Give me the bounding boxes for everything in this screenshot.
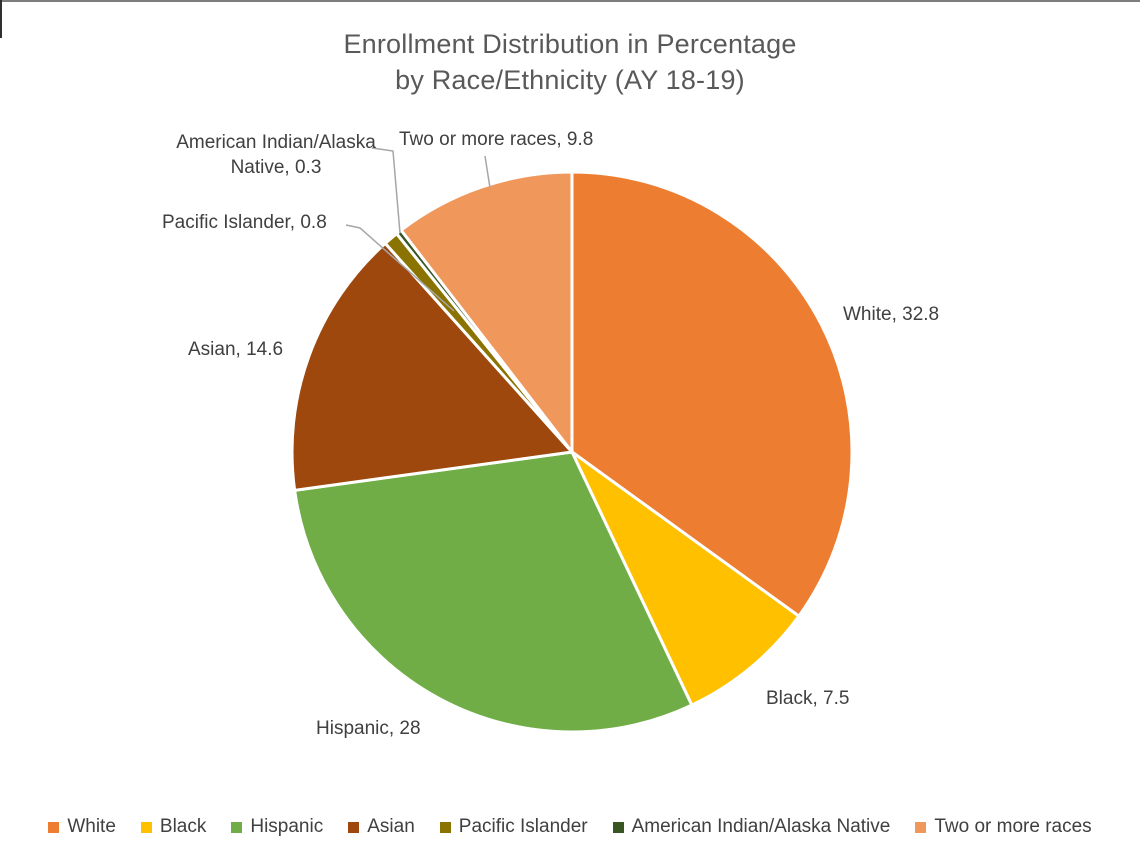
legend-label-american-indian-alaska-native: American Indian/Alaska Native — [631, 816, 891, 837]
leader-line-pacific-islander — [345, 224, 455, 312]
legend-swatch-white — [48, 821, 60, 833]
data-label-hispanic: Hispanic, 28 — [316, 718, 421, 739]
chart-title-line-2: by Race/Ethnicity (AY 18-19) — [395, 65, 745, 95]
pie-slice-white — [570, 170, 854, 619]
data-label-white: White, 32.8 — [843, 304, 940, 325]
screenshot-top-edge — [0, 0, 1140, 2]
legend-swatch-hispanic — [231, 821, 243, 833]
legend-swatch-american-indian-alaska-native — [612, 821, 624, 833]
legend-item-two-or-more-races: Two or more races — [915, 816, 1092, 838]
legend-swatch-pacific-islander — [439, 821, 451, 833]
leader-lines — [345, 147, 491, 312]
legend-item-hispanic: Hispanic — [231, 816, 323, 838]
legend-item-pacific-islander: Pacific Islander — [439, 816, 588, 838]
legend-label-black: Black — [159, 816, 207, 837]
legend-item-white: White — [48, 816, 116, 838]
data-label-american-indian-alaska-native: American Indian/Alaska Native, 0.3 — [176, 132, 376, 178]
leader-line-american-indian-alaska-native — [371, 147, 401, 234]
legend-item-black: Black — [140, 816, 207, 838]
legend-label-white: White — [67, 816, 116, 837]
legend-label-two-or-more-races: Two or more races — [934, 816, 1092, 837]
legend-label-pacific-islander: Pacific Islander — [458, 816, 588, 837]
data-label-asian: Asian, 14.6 — [188, 339, 284, 360]
legend-swatch-asian — [348, 821, 360, 833]
chart-title: Enrollment Distribution in Percentage by… — [0, 26, 1140, 98]
legend-label-hispanic: Hispanic — [250, 816, 324, 837]
legend-swatch-black — [140, 821, 152, 833]
legend-item-american-indian-alaska-native: American Indian/Alaska Native — [612, 816, 891, 838]
data-label-two-or-more-races: Two or more races, 9.8 — [399, 129, 594, 150]
data-label-pacific-islander: Pacific Islander, 0.8 — [162, 212, 327, 233]
chart-legend: White Black Hispanic Asian Pacific Islan… — [0, 811, 1140, 843]
leader-line-two-or-more-races — [484, 155, 491, 189]
chart-title-line-1: Enrollment Distribution in Percentage — [343, 29, 797, 59]
pie-slice-two-or-more-races — [399, 170, 574, 457]
pie-slice-hispanic — [292, 450, 694, 734]
legend-item-asian: Asian — [348, 816, 415, 838]
legend-swatch-two-or-more-races — [915, 821, 927, 833]
data-label-black: Black, 7.5 — [766, 688, 850, 709]
pie-slice-black — [570, 450, 801, 708]
screenshot-left-edge — [0, 0, 2, 38]
legend-label-asian: Asian — [367, 816, 415, 837]
pie-slice-asian — [290, 241, 575, 493]
